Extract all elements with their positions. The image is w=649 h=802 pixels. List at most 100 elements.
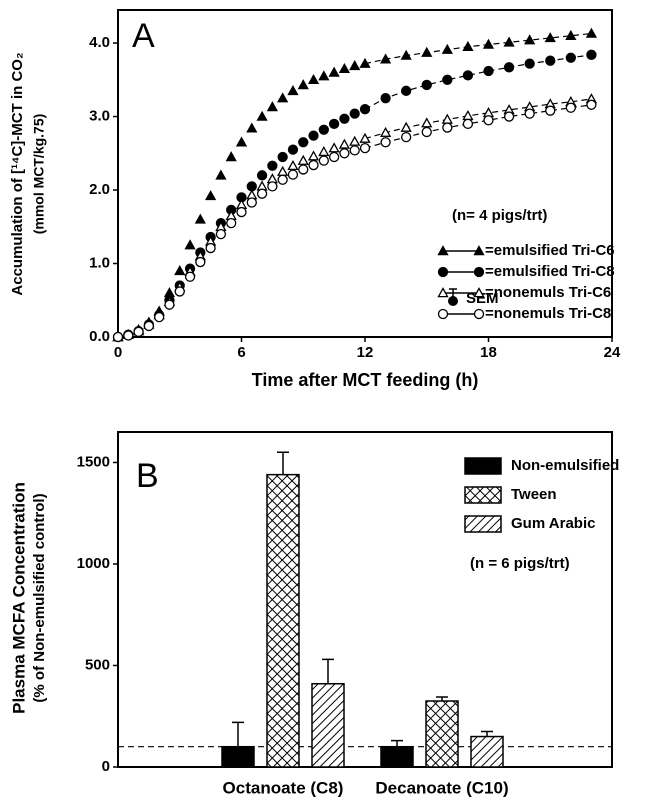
error-bar — [436, 696, 448, 702]
marker — [298, 164, 309, 175]
marker — [112, 331, 124, 343]
marker — [503, 62, 515, 73]
marker — [174, 265, 186, 276]
y-axis-title: Plasma MCFA Concentration — [9, 482, 28, 714]
marker — [359, 142, 371, 154]
marker — [462, 70, 474, 81]
marker — [359, 104, 371, 115]
marker — [349, 135, 361, 146]
y-axis-title: (mmol MCT/kg.75) — [31, 114, 47, 235]
marker — [379, 126, 392, 137]
y-tick-label: 1500 — [77, 453, 110, 470]
marker — [318, 124, 329, 135]
legend-marker — [437, 245, 449, 256]
legend-label: =emulsified Tri-C8 — [485, 263, 615, 280]
x-axis-title: Time after MCT feeding (h) — [252, 370, 479, 390]
marker — [307, 150, 320, 161]
marker — [328, 66, 340, 77]
annotation: (n= 4 pigs/trt) — [452, 207, 547, 224]
marker — [586, 49, 597, 60]
marker — [246, 122, 258, 133]
marker — [339, 113, 350, 124]
bar — [221, 745, 255, 768]
x-tick-label: Decanoate (C10) — [375, 778, 508, 797]
y-tick-label: 0.0 — [89, 328, 110, 345]
marker — [401, 85, 412, 96]
marker — [544, 32, 556, 43]
panel-label: A — [132, 17, 155, 55]
marker — [442, 74, 453, 85]
marker — [256, 110, 268, 121]
marker — [524, 108, 535, 119]
legend-label: Non-emulsified — [511, 457, 619, 474]
legend-label: =nonemuls Tri-C8 — [485, 305, 611, 322]
marker — [205, 190, 217, 201]
marker — [545, 55, 556, 66]
error-bar — [481, 730, 493, 737]
marker — [338, 62, 351, 74]
marker — [328, 142, 340, 153]
marker — [380, 93, 391, 104]
marker — [287, 169, 299, 180]
marker — [421, 79, 432, 91]
marker — [205, 242, 216, 254]
marker — [441, 113, 453, 124]
marker — [143, 320, 155, 332]
marker — [225, 151, 237, 162]
marker — [524, 58, 535, 69]
annotation: (n = 6 pigs/trt) — [470, 555, 570, 572]
marker — [287, 144, 299, 155]
x-tick-label: 18 — [480, 344, 497, 361]
marker — [297, 154, 309, 165]
marker — [308, 130, 319, 141]
legend-marker — [437, 266, 449, 278]
marker — [277, 165, 289, 176]
y-tick-label: 3.0 — [89, 108, 110, 125]
x-tick-label: 12 — [357, 344, 374, 361]
legend-label: Gum Arabic — [511, 515, 595, 532]
marker — [400, 121, 412, 132]
marker — [287, 159, 299, 171]
x-tick-label: 24 — [604, 344, 621, 361]
plot-frame-b — [117, 431, 613, 768]
legend-swatch — [464, 515, 502, 533]
marker — [442, 122, 453, 133]
marker — [236, 206, 247, 218]
x-tick-label: 6 — [237, 344, 245, 361]
marker — [195, 256, 206, 268]
marker — [246, 197, 257, 208]
marker — [308, 159, 319, 171]
marker — [298, 137, 309, 148]
marker — [524, 34, 536, 45]
series-line — [364, 54, 592, 110]
marker — [338, 138, 351, 149]
marker — [277, 92, 289, 103]
y-tick-label: 2.0 — [89, 181, 110, 198]
marker — [287, 84, 299, 96]
series-line — [364, 104, 592, 149]
sem-label: SEM — [466, 290, 499, 307]
legend-marker — [437, 287, 449, 298]
marker — [184, 239, 196, 250]
marker — [174, 286, 185, 297]
marker — [503, 111, 515, 122]
sem-key — [448, 288, 458, 306]
marker — [307, 73, 320, 85]
marker — [318, 145, 330, 157]
legend-marker — [473, 308, 485, 320]
series-line — [364, 32, 592, 65]
marker — [328, 151, 340, 163]
marker — [565, 29, 577, 40]
legend-marker — [437, 308, 449, 320]
marker — [359, 57, 371, 68]
legend-swatch — [464, 486, 502, 504]
x-tick-label: Octanoate (C8) — [223, 778, 344, 797]
legend-marker — [473, 287, 485, 298]
bar — [425, 700, 459, 768]
marker — [401, 131, 412, 143]
marker — [349, 108, 360, 119]
y-tick-label: 1000 — [77, 555, 110, 572]
marker — [215, 228, 227, 240]
marker — [266, 101, 278, 112]
